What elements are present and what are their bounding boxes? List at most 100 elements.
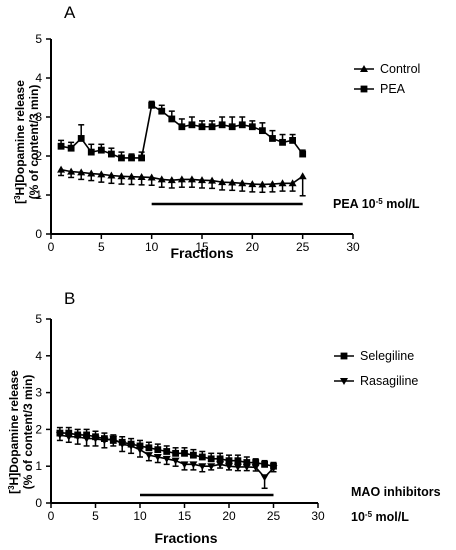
control-point (67, 167, 76, 175)
pea-point (57, 142, 65, 150)
rasagiline-point (55, 431, 64, 439)
control-point (147, 173, 156, 181)
selegiline-point (136, 442, 144, 450)
control-point (198, 176, 206, 184)
x-tick-label: 25 (296, 240, 310, 254)
rasagiline-point (260, 474, 269, 482)
control-point (248, 180, 257, 188)
selegiline-point (181, 449, 188, 457)
rasagiline-point (127, 442, 136, 450)
selegiline-point (163, 448, 171, 455)
rasagiline-point (91, 435, 100, 443)
rasagiline-point (153, 454, 162, 461)
panel-b-axes: 0 5 10 15 20 25 30 0 1 2 3 4 5 (35, 312, 325, 523)
legend-rasagiline-label: Rasagiline (360, 374, 418, 388)
panel-a-treatment-label: PEA 10-5 mol/L (333, 197, 420, 212)
selegiline-point (145, 444, 153, 452)
control-point (127, 172, 136, 180)
control-point (208, 176, 217, 184)
x-tick-label: 0 (48, 240, 55, 254)
rasagiline-point (242, 463, 251, 471)
pea-point (269, 135, 276, 142)
control-point (218, 178, 227, 186)
pea-point (158, 107, 166, 115)
rasagiline-point (82, 435, 91, 443)
rasagiline-point (251, 464, 260, 472)
rasagiline-point (100, 437, 109, 445)
selegiline-point (261, 460, 268, 468)
rasagiline-point (216, 461, 225, 469)
y-tick-label: 3 (35, 110, 42, 124)
legend-pea-marker (360, 85, 368, 93)
x-tick-label: 0 (48, 509, 55, 523)
selegiline-point (172, 449, 179, 457)
pea-line (60, 104, 304, 159)
control-point (77, 168, 86, 176)
y-label-text: H]Dopamine release (7, 370, 21, 486)
rasagiline-point (225, 463, 233, 471)
y-label-line2: (% of content/3 min) (27, 85, 41, 200)
rasagiline-point (118, 441, 127, 449)
pea-point (87, 148, 95, 156)
y-tick-label: 0 (35, 496, 42, 510)
rasagiline-point (162, 455, 171, 463)
pea-point (168, 115, 176, 123)
pea-point (188, 121, 196, 129)
rasagiline-point (180, 461, 189, 469)
control-point (238, 179, 247, 187)
rasagiline-point (233, 463, 242, 471)
pea-point (108, 150, 115, 158)
x-tick-label: 5 (98, 240, 105, 254)
pea-point (148, 101, 156, 109)
rasagiline-point (64, 433, 73, 441)
pea-point (198, 123, 206, 131)
y-tick-label: 4 (35, 349, 42, 363)
legend-selegiline-marker (340, 352, 348, 360)
pea-point (218, 121, 226, 129)
y-tick-label: 1 (35, 188, 42, 202)
rasagiline-point (144, 452, 153, 460)
selegiline-point (225, 457, 233, 465)
y-label-isotope: 3 (13, 195, 22, 200)
panel-b-y-axis-label: [3H]Dopamine release (% of content/3 min… (7, 370, 36, 494)
pea-point (77, 135, 85, 142)
x-tick-label: 10 (145, 240, 159, 254)
pea-point (178, 123, 186, 131)
selegiline-point (198, 453, 206, 461)
panel-a-label: A (64, 3, 76, 22)
legend-control-marker (360, 65, 368, 72)
selegiline-point (234, 457, 242, 465)
y-label-open: [ (7, 490, 21, 494)
panel-a-axes: 0 5 10 15 20 25 30 0 1 2 3 4 5 (35, 32, 360, 254)
pea-point (299, 150, 307, 158)
legend-pea-label: PEA (380, 82, 406, 96)
selegiline-point (252, 459, 260, 466)
selegiline-point (154, 446, 162, 454)
selegiline-point (83, 431, 90, 439)
control-point (167, 176, 176, 184)
legend-rasagiline-marker (340, 378, 348, 385)
pea-point (248, 123, 256, 131)
control-point (187, 175, 196, 183)
pea-point (259, 127, 266, 135)
control-point (228, 178, 237, 186)
pea-point (67, 144, 75, 152)
x-tick-label: 30 (311, 509, 325, 523)
y-tick-label: 0 (35, 227, 42, 241)
y-label-text: H]Dopamine release (13, 80, 27, 196)
y-tick-label: 5 (35, 32, 42, 46)
legend-selegiline-label: Selegiline (360, 349, 414, 363)
control-point (278, 179, 287, 187)
panel-a-x-axis-label: Fractions (170, 245, 233, 261)
selegiline-point (190, 451, 197, 459)
control-point (137, 173, 146, 181)
panel-a-legend: Control PEA (354, 62, 420, 96)
control-point (157, 175, 166, 183)
control-point (57, 165, 66, 173)
rasagiline-point (207, 463, 216, 471)
selegiline-point (65, 429, 73, 437)
control-point (177, 175, 186, 183)
rasagiline-point (189, 461, 198, 469)
